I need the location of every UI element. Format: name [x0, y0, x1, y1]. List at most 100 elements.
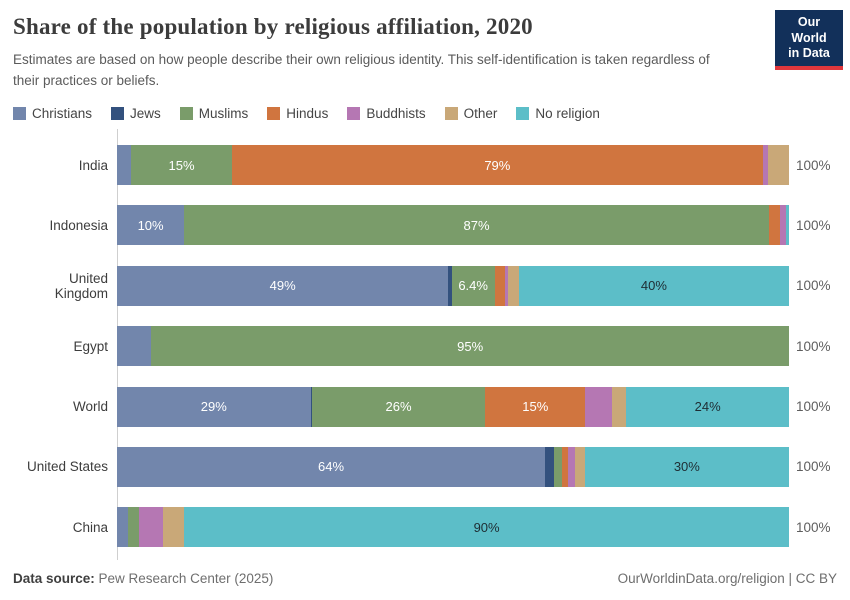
bar-segment-jews[interactable] [310, 386, 312, 427]
bar-track: 64% 30% [117, 446, 789, 487]
row-label: India [78, 157, 108, 173]
legend-label: Jews [130, 105, 161, 121]
bar-segment-no-religion[interactable]: 24% [626, 386, 789, 427]
segment-value-label: 24% [694, 399, 721, 415]
bar-segment-muslims[interactable]: 6.4% [451, 265, 495, 306]
chart-subtitle: Estimates are based on how people descri… [13, 52, 710, 88]
owid-logo-line1: Our World [791, 15, 827, 45]
bar-segment-christians[interactable] [117, 507, 128, 548]
legend-item-buddhists[interactable]: Buddhists [347, 105, 426, 121]
legend-item-no-religion[interactable]: No religion [516, 106, 600, 121]
bar-segment-buddhists[interactable] [567, 446, 575, 487]
bar-segment-christians[interactable]: 29% [117, 386, 311, 427]
data-source-value: Pew Research Center (2025) [94, 571, 274, 586]
bar-segment-christians[interactable]: 64% [117, 446, 546, 487]
row-total-label: 100% [796, 338, 831, 354]
bar-row-indonesia: Indonesia 10% 87% 100% [13, 195, 837, 255]
bar-segment-muslims[interactable]: 87% [184, 205, 769, 246]
row-label: United States [26, 459, 108, 475]
segment-value-label: 29% [200, 399, 227, 415]
bar-segment-muslims[interactable]: 15% [131, 145, 232, 186]
bar-segment-muslims[interactable]: 95% [151, 326, 789, 367]
bar-segment-hindus[interactable] [768, 205, 780, 246]
bar-track: 29% 26% 15% 24% [117, 386, 789, 427]
segment-value-label: 79% [484, 157, 511, 173]
data-source-label: Data source: [13, 571, 95, 586]
row-label: Indonesia [49, 217, 108, 233]
segment-value-label: 95% [457, 338, 484, 354]
legend-swatch-icon [516, 106, 530, 120]
bar-segment-buddhists[interactable] [139, 507, 164, 548]
bar-row-world: World 29% 26% 15% 24% 100% [13, 376, 837, 436]
bar-segment-christians[interactable]: 49% [117, 265, 449, 306]
bar-segment-hindus[interactable]: 79% [231, 145, 763, 186]
bar-segment-christians[interactable] [117, 145, 132, 186]
bar-segment-muslims[interactable] [127, 507, 140, 548]
license-link[interactable]: OurWorldinData.org/religion | CC BY [617, 571, 837, 586]
bar-segment-jews[interactable] [448, 265, 452, 306]
bar-segment-hindus[interactable]: 15% [485, 386, 586, 427]
bar-segment-other[interactable] [612, 386, 627, 427]
segment-value-label: 10% [137, 217, 164, 233]
bar-track: 10% 87% [117, 205, 789, 246]
legend-label: Hindus [286, 105, 329, 121]
data-source-note: Data source: Pew Research Center (2025) [13, 571, 273, 586]
bar-segment-other[interactable] [574, 446, 585, 487]
bar-segment-other[interactable] [768, 145, 789, 186]
segment-value-label: 6.4% [458, 278, 488, 294]
bar-segment-christians[interactable] [117, 326, 152, 367]
row-total-label: 100% [796, 157, 831, 173]
legend-swatch-icon [267, 106, 281, 120]
bar-segment-hindus[interactable] [494, 265, 506, 306]
bar-segment-no-religion[interactable] [785, 205, 789, 246]
legend-item-hindus[interactable]: Hindus [267, 106, 328, 121]
bar-segment-buddhists[interactable] [779, 205, 786, 246]
legend-item-muslims[interactable]: Muslims [179, 105, 249, 121]
bar-segment-no-religion[interactable]: 30% [584, 446, 789, 487]
segment-value-label: 40% [640, 278, 667, 294]
bar-row-united-states: United States 64% 30% 100% [13, 437, 837, 497]
bar-segment-hindus[interactable] [561, 446, 568, 487]
bar-track: 95% [117, 326, 789, 367]
row-label: United Kingdom [54, 270, 108, 301]
bar-segment-christians[interactable]: 10% [117, 205, 185, 246]
legend-label: No religion [535, 105, 600, 121]
bar-track: 49% 6.4% 40% [117, 265, 789, 306]
bar-segment-jews[interactable] [545, 446, 555, 487]
bar-segment-buddhists[interactable] [762, 145, 769, 186]
legend-label: Christians [32, 105, 93, 121]
legend-item-jews[interactable]: Jews [111, 106, 161, 121]
bar-segment-other[interactable] [508, 265, 519, 306]
bar-row-egypt: Egypt 95% 100% [13, 316, 837, 376]
bar-segment-no-religion[interactable]: 90% [184, 507, 789, 548]
bar-segment-other[interactable] [163, 507, 185, 548]
legend-label: Other [463, 105, 498, 121]
bar-row-china: China 90% 100% [13, 497, 837, 557]
row-label: China [72, 519, 108, 535]
segment-value-label: 64% [318, 459, 345, 475]
legend-item-other[interactable]: Other [444, 105, 498, 121]
row-total-label: 100% [796, 399, 831, 415]
segment-value-label: 30% [673, 459, 700, 475]
segment-value-label: 26% [385, 399, 412, 415]
segment-value-label: 49% [269, 278, 296, 294]
segment-value-label: 15% [168, 157, 195, 173]
legend-swatch-icon [111, 106, 125, 120]
footer: Data source: Pew Research Center (2025) … [13, 571, 837, 586]
bar-segment-muslims[interactable] [554, 446, 562, 487]
row-label: Egypt [73, 338, 108, 354]
bar-segment-buddhists[interactable] [585, 386, 613, 427]
segment-value-label: 90% [473, 519, 500, 535]
bar-segment-buddhists[interactable] [505, 265, 509, 306]
legend-label: Muslims [198, 105, 249, 121]
row-total-label: 100% [796, 459, 831, 475]
legend-label: Buddhists [366, 105, 426, 121]
page-title: Share of the population by religious aff… [13, 14, 533, 39]
owid-logo[interactable]: Our World in Data [775, 10, 843, 70]
legend-swatch-icon [444, 106, 458, 120]
bar-segment-no-religion[interactable]: 40% [518, 265, 789, 306]
bar-segment-muslims[interactable]: 26% [311, 386, 486, 427]
legend-item-christians[interactable]: Christians [13, 106, 92, 121]
legend: Christians Jews Muslims Hindus Buddhists Othe… [13, 106, 837, 121]
